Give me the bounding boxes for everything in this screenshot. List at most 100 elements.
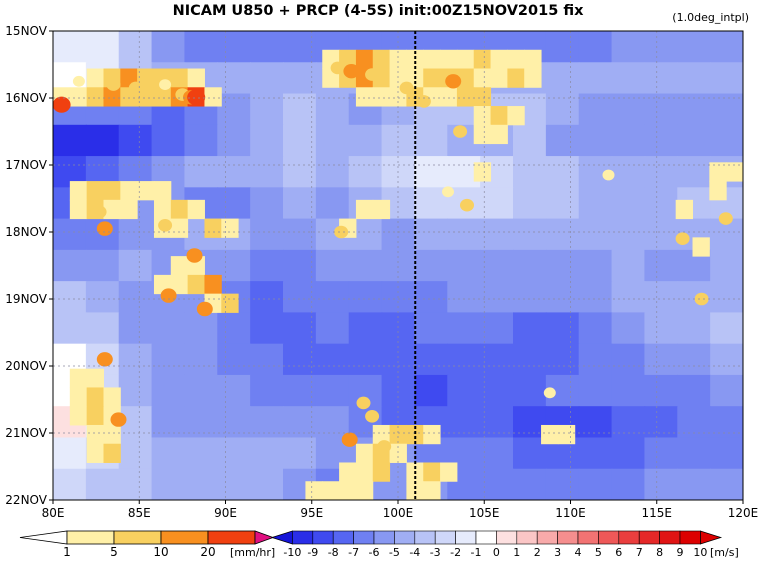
precip-blob [158, 219, 173, 232]
u850-cell [414, 249, 449, 282]
u850-cell [118, 218, 153, 251]
precip-cell [372, 199, 391, 220]
precip-cell [372, 424, 391, 445]
x-tick-label: 115E [642, 506, 673, 520]
u850-cell [315, 343, 350, 376]
u850-cell [151, 312, 186, 345]
u850-cell [283, 218, 317, 251]
x-tick-label: 95E [300, 506, 323, 520]
u850-cell [53, 437, 87, 470]
u850-cell [611, 312, 646, 345]
u850-cell [513, 468, 547, 500]
u850-cell [710, 93, 743, 126]
precip-blob [356, 396, 371, 410]
u850-cell [283, 62, 317, 95]
u850-cell [480, 406, 514, 439]
precip-blob [675, 232, 690, 245]
precip-blob [416, 95, 431, 108]
u850-legend-swatch [270, 530, 293, 545]
u850-cell [644, 218, 679, 251]
u850-cell [644, 406, 679, 439]
u850-cell [184, 156, 219, 189]
u850-cell [611, 249, 646, 282]
u850-cell [578, 218, 613, 251]
u850-cell [85, 468, 120, 500]
u850-cell [381, 124, 416, 157]
u850-cell [513, 218, 547, 251]
u850-cell [184, 124, 219, 157]
u850-legend-swatch [414, 530, 436, 545]
u850-cell [513, 249, 547, 282]
precip-blob [602, 169, 615, 181]
u850-cell [250, 374, 284, 407]
u850-cell [578, 249, 613, 282]
precip-cell [726, 162, 743, 182]
u850-cell [414, 343, 449, 376]
precip-blob [330, 61, 345, 75]
u850-cell [513, 343, 547, 376]
u850-cell [53, 31, 87, 64]
u850-cell [710, 124, 743, 157]
u850-cell [381, 374, 416, 407]
u850-cell [315, 187, 350, 220]
u850-cell [315, 281, 350, 314]
u850-cell [283, 374, 317, 407]
u850-cell [151, 374, 186, 407]
u850-legend-swatch [536, 530, 558, 545]
prcp-legend-swatch [207, 530, 256, 545]
precip-cell [355, 199, 374, 220]
x-tick-label: 90E [214, 506, 237, 520]
precip-cell [103, 424, 121, 445]
u850-legend-swatch [659, 530, 681, 545]
u850-cell [677, 312, 711, 345]
u850-cell [315, 249, 350, 282]
u850-cell [250, 249, 284, 282]
precip-cell [709, 181, 727, 201]
u850-cell [545, 93, 580, 126]
u850-cell [710, 281, 743, 314]
chart-title: NICAM U850 + PRCP (4-5S) init:00Z15NOV20… [173, 3, 585, 19]
u850-cell [283, 249, 317, 282]
y-tick-label: 16NOV [5, 91, 47, 105]
u850-cell [381, 249, 416, 282]
u850-legend-label: 0 [493, 546, 500, 559]
precip-cell [170, 218, 189, 238]
u850-cell [611, 468, 646, 500]
x-tick-label: 85E [128, 506, 151, 520]
precip-cell [372, 462, 391, 482]
precip-blob [442, 186, 454, 198]
u850-cell [217, 249, 251, 282]
precip-cell [524, 68, 542, 88]
precip-cell [69, 181, 88, 201]
u850-cell [184, 374, 219, 407]
u850-cell [217, 406, 251, 439]
precip-cell [103, 87, 121, 107]
u850-cell [118, 437, 153, 470]
y-tick-label: 18NOV [5, 225, 47, 239]
u850-cell [283, 343, 317, 376]
precip-cell [355, 87, 374, 107]
u850-cell [545, 281, 580, 314]
precip-cell [187, 68, 205, 88]
u850-legend-swatch [332, 530, 354, 545]
precip-cell [86, 406, 104, 426]
precip-cell [103, 443, 121, 463]
u850-cell [677, 406, 711, 439]
plot-area [53, 31, 743, 500]
precip-blob [72, 75, 85, 87]
u850-cell [53, 124, 87, 157]
u850-legend-swatch [700, 530, 723, 545]
u850-cell [85, 312, 120, 345]
u850-legend-label: 3 [554, 546, 561, 559]
u850-cell [184, 406, 219, 439]
precip-blob [343, 63, 360, 79]
precip-cell [456, 87, 475, 107]
precip-cell [170, 68, 189, 88]
precip-cell [355, 49, 374, 70]
y-tick-label: 20NOV [5, 359, 47, 373]
u850-cell [545, 62, 580, 95]
precip-cell [372, 49, 391, 70]
u850-cell [644, 124, 679, 157]
precip-blob [96, 221, 113, 236]
